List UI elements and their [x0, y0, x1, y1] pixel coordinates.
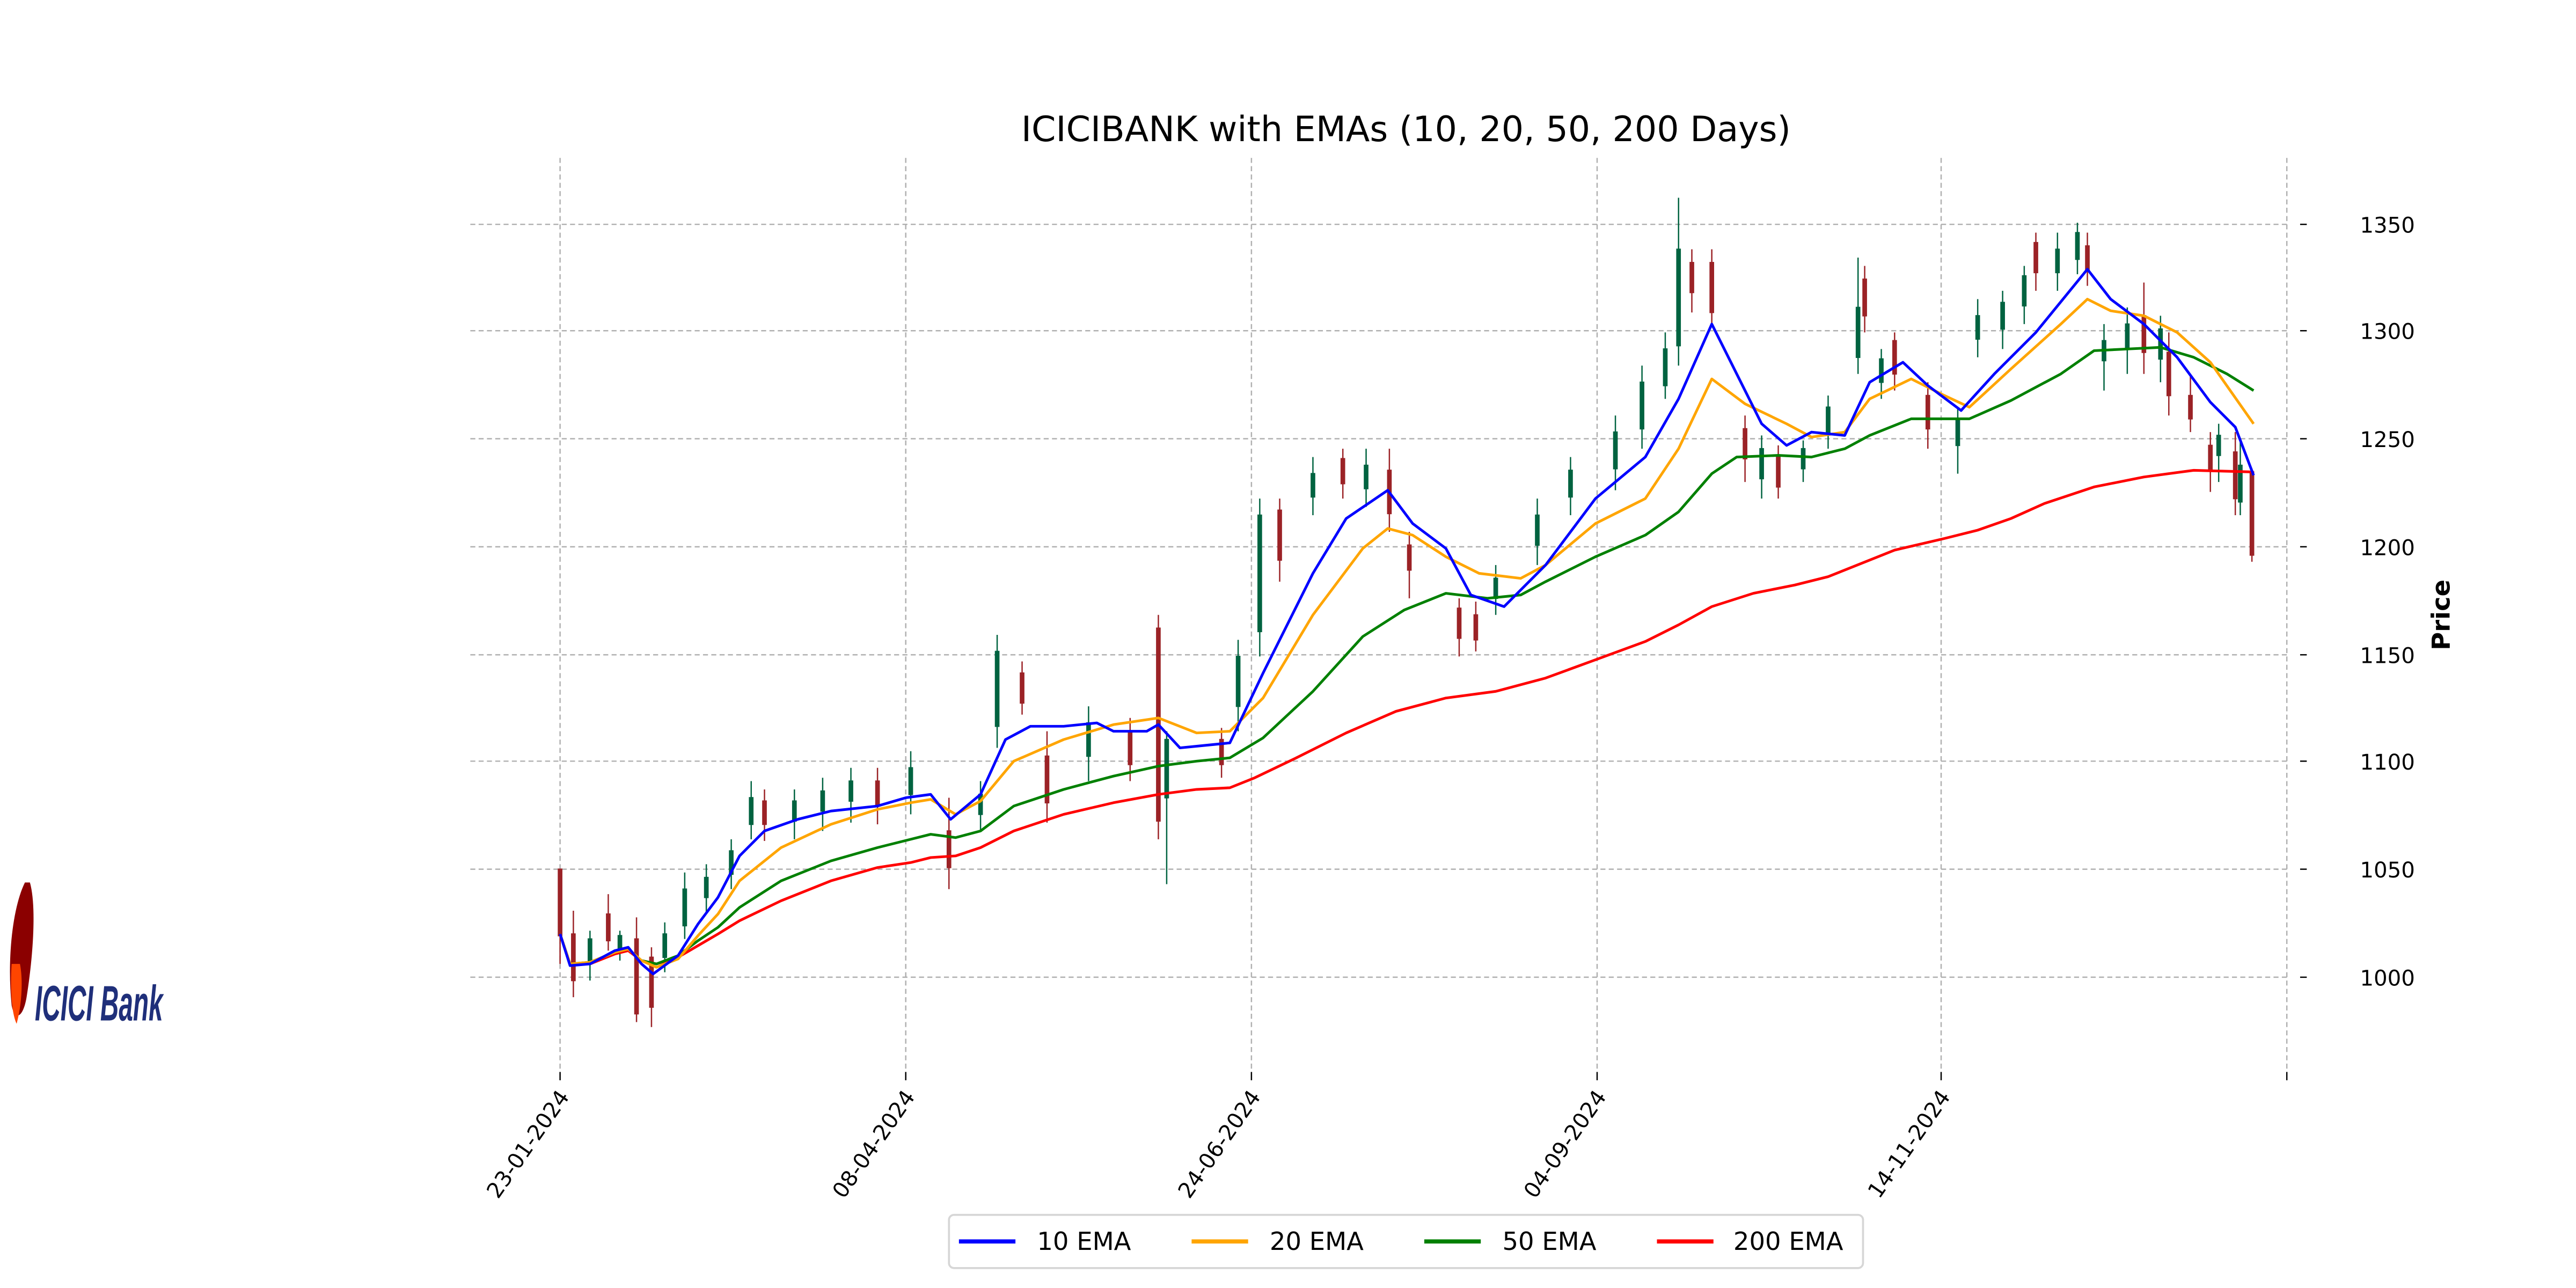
- y-axis: 1000 1050 1100 1150 1200 1250 1300 1350 …: [2300, 214, 2456, 991]
- x-tick-label: 14-11-2024: [1863, 1086, 1956, 1203]
- ema-20-line: [559, 297, 2255, 969]
- chart-title: ICICIBANK with EMAs (10, 20, 50, 200 Day…: [1021, 109, 1791, 150]
- ema-50-line: [559, 346, 2255, 965]
- y-tick-label: 1200: [2360, 536, 2414, 560]
- icici-bank-logo: ICICI Bank: [10, 882, 164, 1031]
- svg-text:50 EMA: 50 EMA: [1502, 1227, 1596, 1256]
- y-tick-label: 1350: [2360, 214, 2414, 238]
- x-gridlines: [559, 158, 2288, 1072]
- legend-item-200-ema: 200 EMA: [1657, 1227, 1843, 1256]
- y-tick-label: 1300: [2360, 320, 2414, 345]
- svg-text:10 EMA: 10 EMA: [1037, 1227, 1131, 1256]
- candlesticks: [558, 197, 2255, 1027]
- legend-item-20-ema: 20 EMA: [1191, 1227, 1364, 1256]
- ema-10-line: [559, 268, 2255, 976]
- legend: 10 EMA 20 EMA 50 EMA 200 EMA: [948, 1213, 1864, 1269]
- ema-lines: [559, 268, 2255, 976]
- svg-text:20 EMA: 20 EMA: [1270, 1227, 1364, 1256]
- svg-text:200 EMA: 200 EMA: [1733, 1227, 1843, 1256]
- x-tick-label: 24-06-2024: [1174, 1086, 1266, 1203]
- x-tick-label: 23-01-2024: [482, 1086, 575, 1203]
- legend-item-50-ema: 50 EMA: [1424, 1227, 1597, 1256]
- x-tick-label: 04-09-2024: [1519, 1086, 1612, 1203]
- y-gridlines: [470, 223, 2287, 978]
- x-axis: 23-01-2024 08-04-2024 24-06-2024 04-09-2…: [482, 1072, 2288, 1203]
- y-tick-label: 1150: [2360, 644, 2414, 669]
- legend-item-10-ema: 10 EMA: [958, 1227, 1131, 1256]
- y-tick-label: 1250: [2360, 428, 2414, 452]
- logo-text: ICICI Bank: [35, 975, 164, 1031]
- ema-200-line: [559, 469, 2254, 965]
- y-tick-label: 1000: [2360, 966, 2414, 991]
- y-tick-label: 1100: [2360, 750, 2414, 775]
- y-axis-label: Price: [2427, 580, 2456, 650]
- x-tick-label: 08-04-2024: [828, 1086, 920, 1203]
- y-tick-label: 1050: [2360, 858, 2414, 883]
